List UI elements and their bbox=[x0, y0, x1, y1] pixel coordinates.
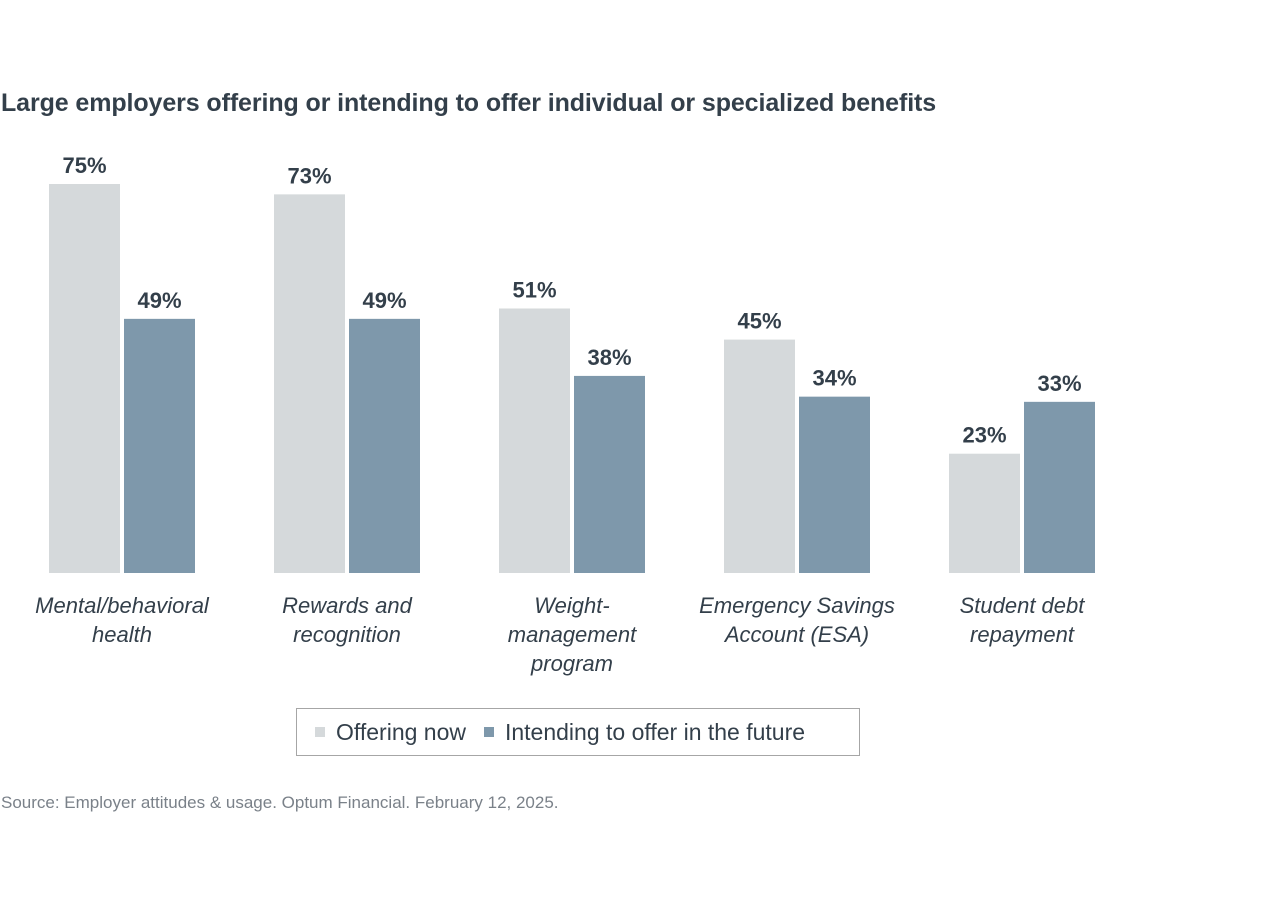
legend-swatch-intending-future bbox=[483, 727, 494, 737]
bar-intending-future-0 bbox=[124, 318, 195, 573]
legend-label-offering-now: Offering now bbox=[336, 718, 466, 745]
bar-chart: 75% 49% Mental/behavioral health 73% 49% Rewar… bbox=[35, 153, 1095, 676]
data-label: 45% bbox=[737, 309, 781, 334]
data-label: 49% bbox=[137, 288, 181, 313]
category-label: Rewards and bbox=[282, 593, 412, 618]
category-label: Weight- bbox=[534, 593, 609, 618]
category-label: management bbox=[508, 622, 637, 647]
chart-title: Large employers offering or intending to… bbox=[1, 89, 937, 117]
data-label: 34% bbox=[812, 366, 856, 391]
bar-intending-future-4 bbox=[1024, 401, 1095, 573]
legend-label-intending-future: Intending to offer in the future bbox=[504, 718, 806, 745]
source-note: Source: Employer attitudes & usage. Optu… bbox=[1, 793, 559, 812]
data-label: 49% bbox=[362, 288, 406, 313]
data-label: 73% bbox=[287, 163, 331, 188]
category-label: repayment bbox=[970, 622, 1075, 647]
bar-offering-now-1 bbox=[274, 194, 345, 573]
legend-swatch-offering-now bbox=[315, 727, 325, 737]
data-label: 75% bbox=[62, 153, 106, 178]
legend-item-intending-future: Intending to offer in the future bbox=[483, 718, 806, 746]
bar-offering-now-3 bbox=[724, 339, 795, 573]
bar-offering-now-4 bbox=[949, 453, 1020, 573]
bar-intending-future-3 bbox=[799, 396, 870, 573]
data-label: 33% bbox=[1037, 371, 1081, 396]
bar-offering-now-0 bbox=[49, 184, 120, 573]
data-label: 23% bbox=[962, 423, 1006, 448]
category-label: Account (ESA) bbox=[723, 622, 869, 647]
data-label: 38% bbox=[587, 345, 631, 370]
category-label: program bbox=[530, 651, 613, 676]
bar-intending-future-1 bbox=[349, 318, 420, 573]
category-label: recognition bbox=[293, 622, 401, 647]
bar-intending-future-2 bbox=[574, 375, 645, 573]
category-label: health bbox=[92, 622, 152, 647]
data-label: 51% bbox=[512, 277, 556, 302]
category-label: Mental/behavioral bbox=[35, 593, 210, 618]
chart-legend: Offering now Intending to offer in the f… bbox=[296, 708, 860, 756]
bar-offering-now-2 bbox=[499, 308, 570, 573]
category-label: Emergency Savings bbox=[699, 593, 895, 618]
category-label: Student debt bbox=[960, 593, 1086, 618]
legend-item-offering-now: Offering now bbox=[315, 719, 466, 746]
